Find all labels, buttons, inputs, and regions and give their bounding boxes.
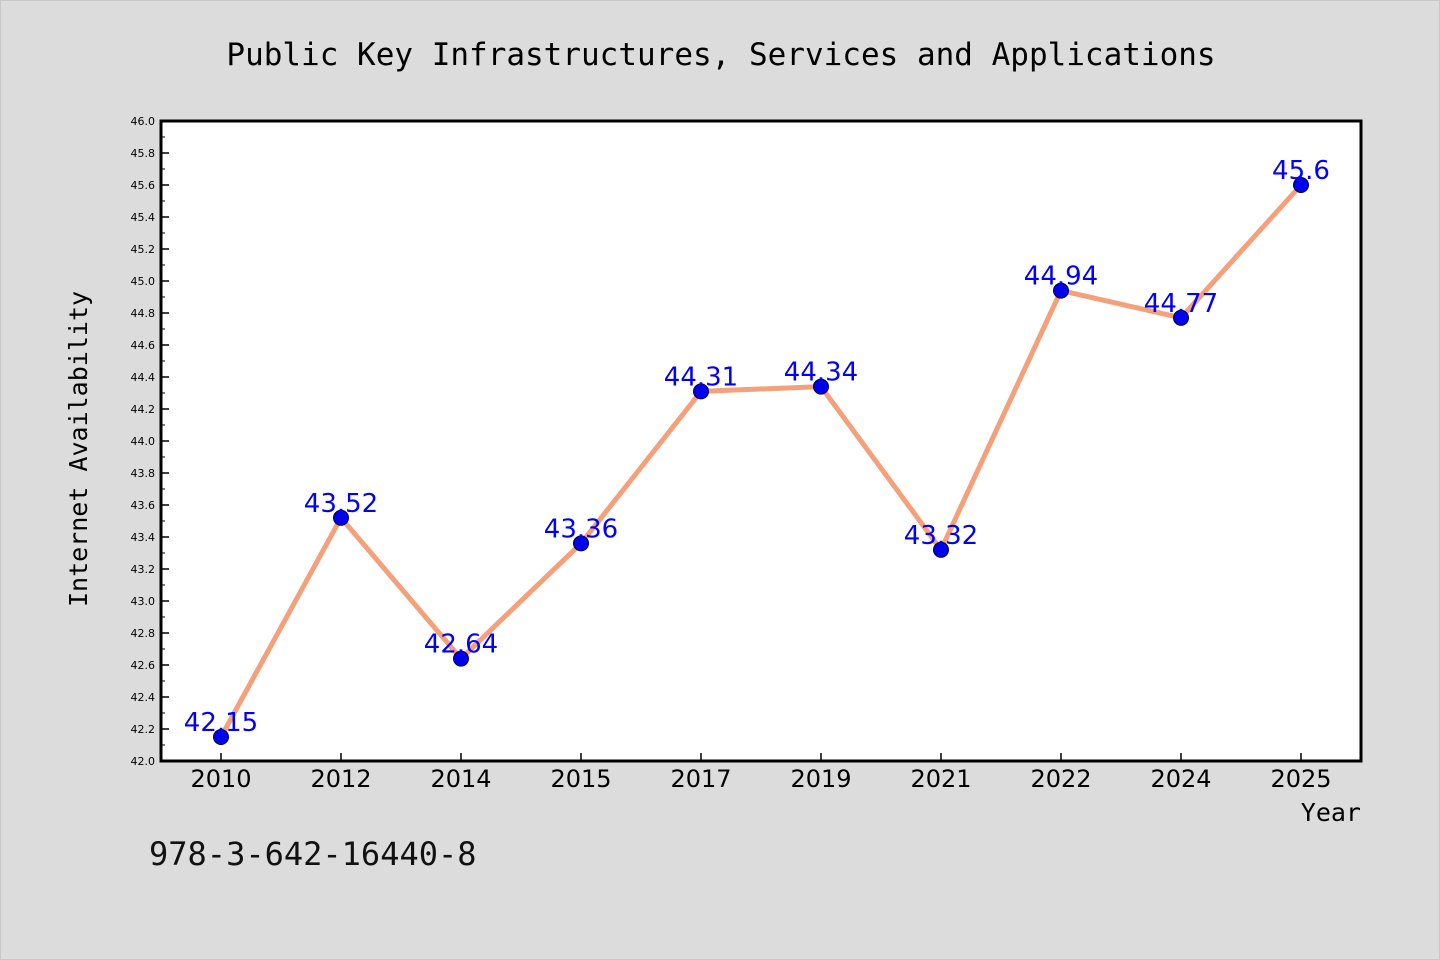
data-point-label: 44.77 [1144, 289, 1218, 319]
y-tick-label: 45.6 [131, 179, 156, 192]
y-tick-label: 44.2 [131, 403, 156, 416]
x-tick-label: 2010 [190, 765, 251, 793]
plot-area [159, 119, 1363, 763]
data-point-marker [693, 383, 709, 400]
data-point-marker [333, 509, 349, 526]
y-tick-label: 43.0 [131, 595, 156, 608]
series-markers [213, 177, 1309, 745]
x-tick-label: 2015 [550, 765, 611, 793]
y-tick-label: 42.8 [131, 627, 156, 640]
y-axis: 42.0 42.2 42.4 42.6 42.8 43.0 43.2 43.4 43.6 43.8… [131, 115, 169, 768]
data-point-label: 45.6 [1272, 156, 1330, 186]
x-tick-label: 2017 [670, 765, 731, 793]
data-point-marker [1053, 282, 1069, 299]
data-point-marker [1293, 177, 1309, 193]
footnote: 978-3-642-16440-8 [149, 835, 477, 873]
data-point-label: 43.36 [544, 514, 618, 544]
y-tick-label: 45.2 [131, 243, 156, 256]
x-tick-label: 2021 [910, 765, 971, 793]
y-tick-label: 45.4 [131, 211, 156, 224]
data-labels: 42.15 43.52 42.64 43.36 44.31 44.34 43.32 44.94… [184, 156, 1330, 738]
y-tick-label: 46.0 [131, 115, 156, 128]
data-point-marker [213, 729, 229, 745]
data-point-label: 43.52 [304, 489, 378, 519]
data-point-marker [1173, 309, 1189, 326]
y-tick-label: 43.6 [131, 499, 156, 512]
y-tick-label: 44.8 [131, 307, 156, 320]
y-tick-label: 44.6 [131, 339, 156, 352]
y-tick-label: 42.4 [131, 691, 156, 704]
y-axis-title: Internet Availability [64, 291, 93, 607]
x-axis: 2010 2012 2014 2015 2017 2019 2021 2022 2024 2025 [190, 753, 1332, 793]
x-tick-label: 2024 [1150, 765, 1211, 793]
data-point-marker [813, 378, 829, 395]
y-tick-label: 44.0 [131, 435, 156, 448]
data-point-marker [933, 541, 949, 558]
x-axis-title: Year [1301, 798, 1361, 827]
x-tick-label: 2019 [790, 765, 851, 793]
x-tick-label: 2025 [1270, 765, 1331, 793]
data-point-marker [573, 535, 589, 552]
y-tick-label: 45.8 [131, 147, 156, 160]
y-tick-label: 42.0 [131, 755, 156, 768]
y-tick-label: 44.4 [131, 371, 156, 384]
series-line [218, 182, 1304, 740]
data-point-label: 44.31 [664, 362, 738, 392]
x-tick-label: 2012 [310, 765, 371, 793]
data-point-label: 42.15 [184, 708, 258, 738]
y-tick-label: 43.8 [131, 467, 156, 480]
y-tick-label: 43.4 [131, 531, 156, 544]
y-tick-label: 42.6 [131, 659, 156, 672]
data-point-label: 42.64 [424, 630, 498, 660]
x-tick-label: 2014 [430, 765, 491, 793]
y-tick-label: 42.2 [131, 723, 156, 736]
y-tick-label: 43.2 [131, 563, 156, 576]
x-tick-label: 2022 [1030, 765, 1091, 793]
chart-title: Public Key Infrastructures, Services and… [226, 37, 1215, 73]
data-point-label: 44.94 [1024, 262, 1098, 292]
data-point-label: 44.34 [784, 358, 858, 388]
y-tick-label: 45.0 [131, 275, 156, 288]
data-point-label: 43.32 [904, 521, 978, 551]
data-point-marker [453, 650, 469, 667]
